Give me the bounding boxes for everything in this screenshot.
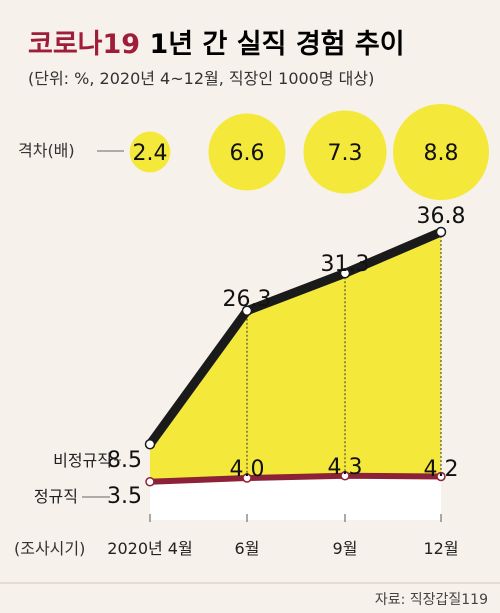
data-label-nonregular-0: 8.5 — [107, 448, 142, 473]
chart-subtitle: (단위: %, 2020년 4~12월, 직장인 1000명 대상) — [28, 69, 374, 88]
x-tick-label-2: 9월 — [333, 539, 358, 558]
point-nonregular-3 — [435, 226, 447, 238]
gap-row-label: 격차(배) — [18, 141, 75, 160]
point-nonregular-0 — [144, 439, 156, 450]
point-regular-3 — [436, 471, 446, 482]
point-nonregular-1 — [241, 305, 253, 316]
source-note: 자료: 직장갑질119 — [375, 592, 488, 608]
chart-title-rest: 1년 간 실직 경험 추이 — [140, 29, 405, 60]
data-label-nonregular-1: 26.3 — [223, 287, 272, 312]
gap-value-2: 7.3 — [328, 141, 363, 166]
gap-value-3: 8.8 — [424, 141, 459, 166]
gap-circle-0 — [129, 131, 171, 173]
gap-circle-3 — [393, 104, 489, 200]
nonregular-series-label: 비정규직 — [53, 451, 112, 470]
gap-value-1: 6.6 — [230, 141, 265, 166]
point-nonregular-2 — [339, 268, 351, 279]
point-regular-1 — [242, 473, 252, 483]
series-line-nonregular — [146, 227, 443, 447]
data-label-regular-2: 4.3 — [328, 455, 363, 480]
data-label-regular-1: 4.0 — [230, 457, 265, 482]
plot-area: 8.5 26.3 31.3 36.8 3.5 4.0 4.3 4.2 — [107, 204, 465, 520]
x-axis: 2020년 4월 6월 9월 12월 — [107, 514, 459, 558]
regular-baseline-band — [150, 475, 441, 520]
gap-area — [150, 232, 441, 482]
point-regular-2 — [340, 471, 350, 481]
x-tick-label-3: 12월 — [423, 539, 458, 558]
x-axis-prefix: (조사시기) — [14, 539, 85, 558]
chart-title: 코로나19 1년 간 실직 경험 추이 — [28, 29, 405, 60]
data-label-regular-3: 4.2 — [424, 457, 459, 482]
point-regular-0 — [145, 477, 155, 487]
gap-value-0: 2.4 — [133, 141, 168, 166]
chart-title-accent: 코로나19 — [28, 29, 140, 60]
x-tick-label-0: 2020년 4월 — [107, 539, 192, 558]
data-label-nonregular-3: 36.8 — [417, 204, 466, 229]
regular-series-label: 정규직 — [34, 487, 78, 506]
data-label-nonregular-2: 31.3 — [321, 252, 370, 277]
x-tick-label-1: 6월 — [235, 539, 260, 558]
gap-circles: 2.4 6.6 7.3 8.8 — [129, 104, 489, 200]
series-line-regular — [149, 472, 442, 485]
data-label-regular-0: 3.5 — [107, 484, 142, 509]
gap-circle-2 — [303, 110, 387, 194]
gap-circle-1 — [208, 113, 286, 191]
